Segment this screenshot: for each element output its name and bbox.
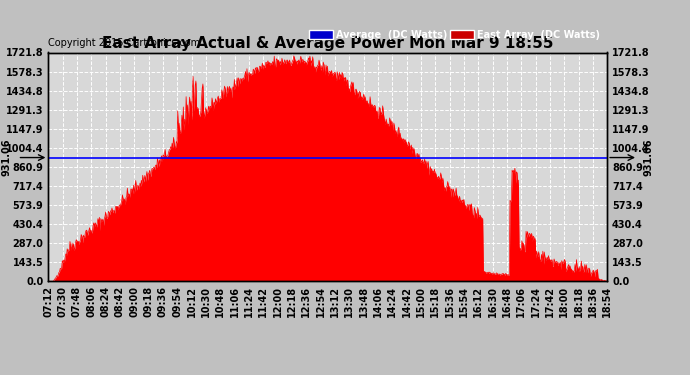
Text: 931.06: 931.06 [644, 139, 653, 176]
Text: 931.06: 931.06 [2, 139, 12, 176]
Title: East Array Actual & Average Power Mon Mar 9 18:55: East Array Actual & Average Power Mon Ma… [102, 36, 553, 51]
Legend: Average  (DC Watts), East Array  (DC Watts): Average (DC Watts), East Array (DC Watts… [307, 28, 602, 42]
Text: Copyright 2015 Cartronics.com: Copyright 2015 Cartronics.com [48, 38, 200, 48]
